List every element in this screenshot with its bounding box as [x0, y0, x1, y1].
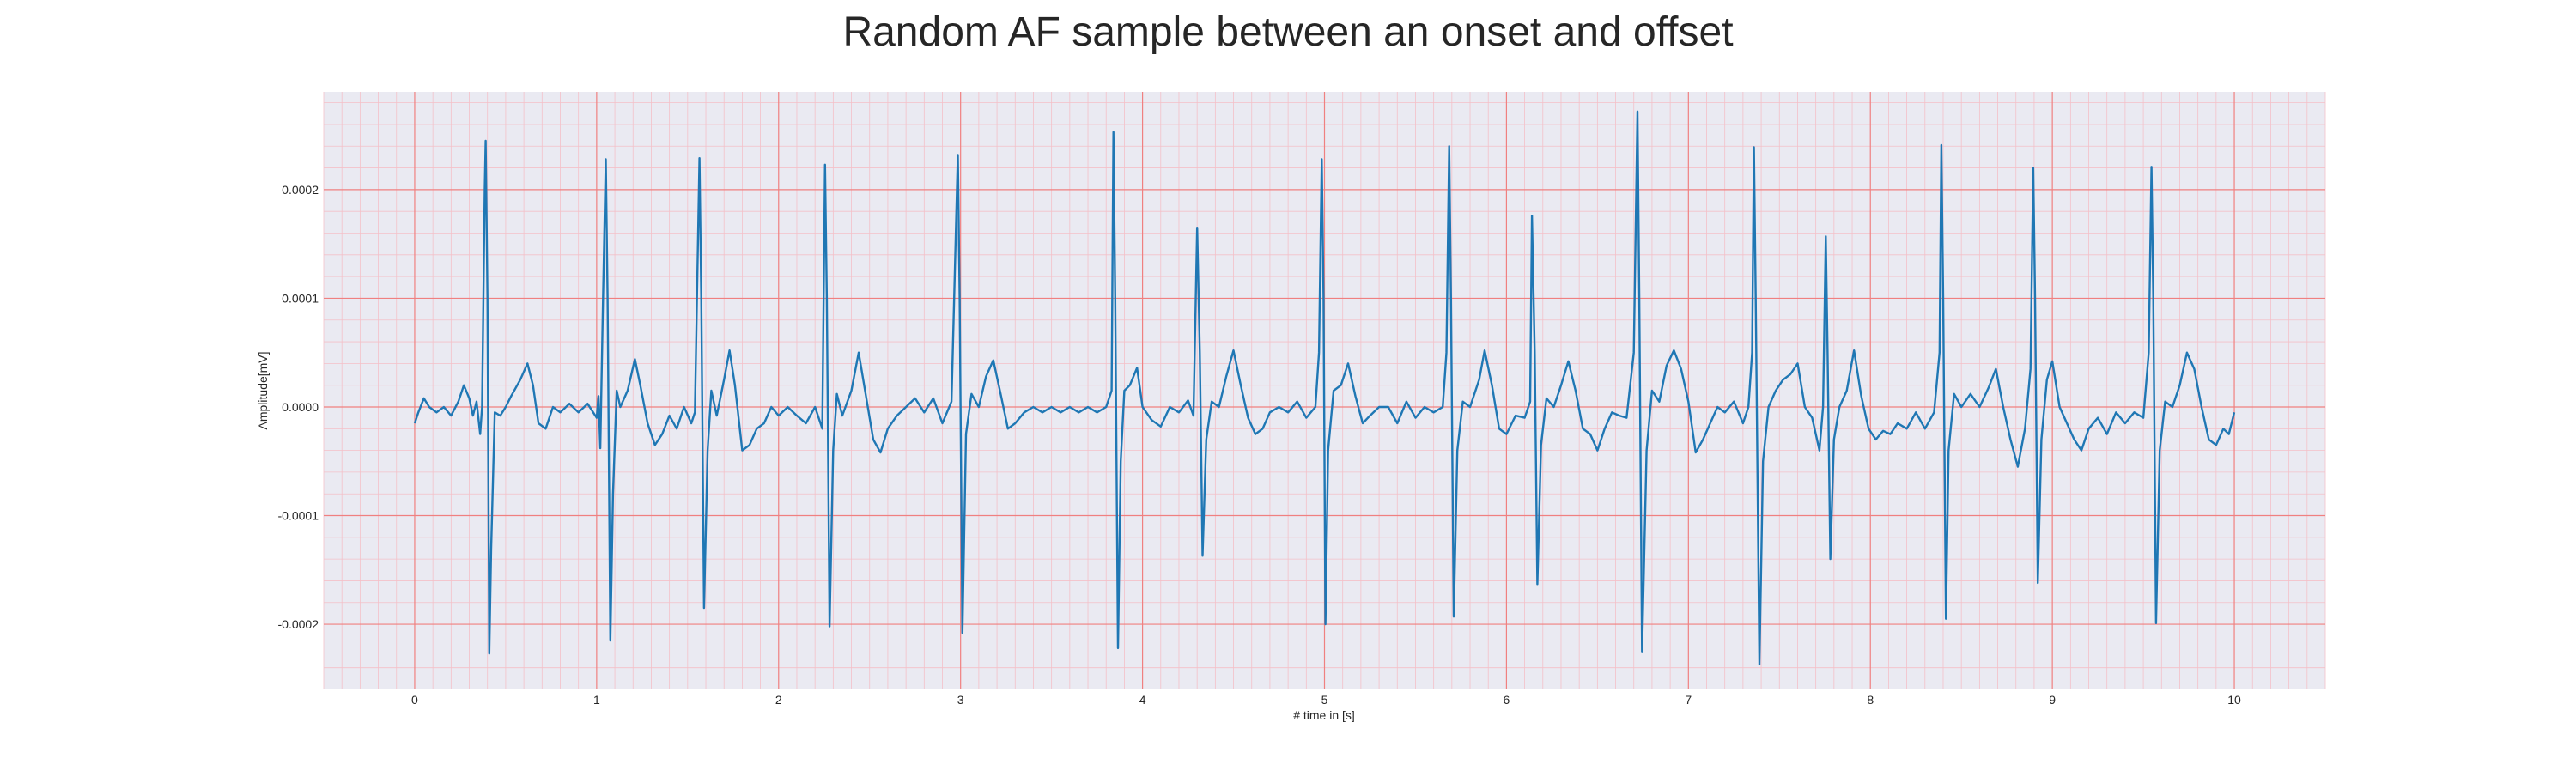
x-tick-label: 7 [1685, 693, 1692, 707]
x-tick-label: 2 [775, 693, 782, 707]
y-tick-label: -0.0001 [278, 509, 319, 523]
y-axis-ticks: -0.0002 -0.0001 0.0000 0.0001 0.0002 [278, 183, 319, 631]
x-tick-label: 0 [411, 693, 418, 707]
x-tick-label: 5 [1321, 693, 1328, 707]
x-tick-label: 10 [2227, 693, 2241, 707]
x-tick-label: 3 [957, 693, 964, 707]
y-tick-label: 0.0000 [282, 400, 319, 414]
x-tick-label: 6 [1504, 693, 1510, 707]
chart-title: Random AF sample between an onset and of… [842, 9, 1733, 55]
y-tick-label: -0.0002 [278, 617, 319, 631]
x-tick-label: 9 [2049, 693, 2056, 707]
x-axis-ticks: 0 1 2 3 4 5 6 7 8 9 10 [411, 693, 2241, 707]
x-tick-label: 8 [1867, 693, 1874, 707]
y-axis-label: Amplitude[mV] [256, 351, 270, 429]
y-tick-label: 0.0002 [282, 183, 319, 197]
x-tick-label: 1 [593, 693, 600, 707]
x-axis-label: # time in [s] [1293, 708, 1355, 722]
y-tick-label: 0.0001 [282, 291, 319, 305]
series-line-ecg [413, 110, 2236, 666]
x-tick-label: 4 [1139, 693, 1146, 707]
